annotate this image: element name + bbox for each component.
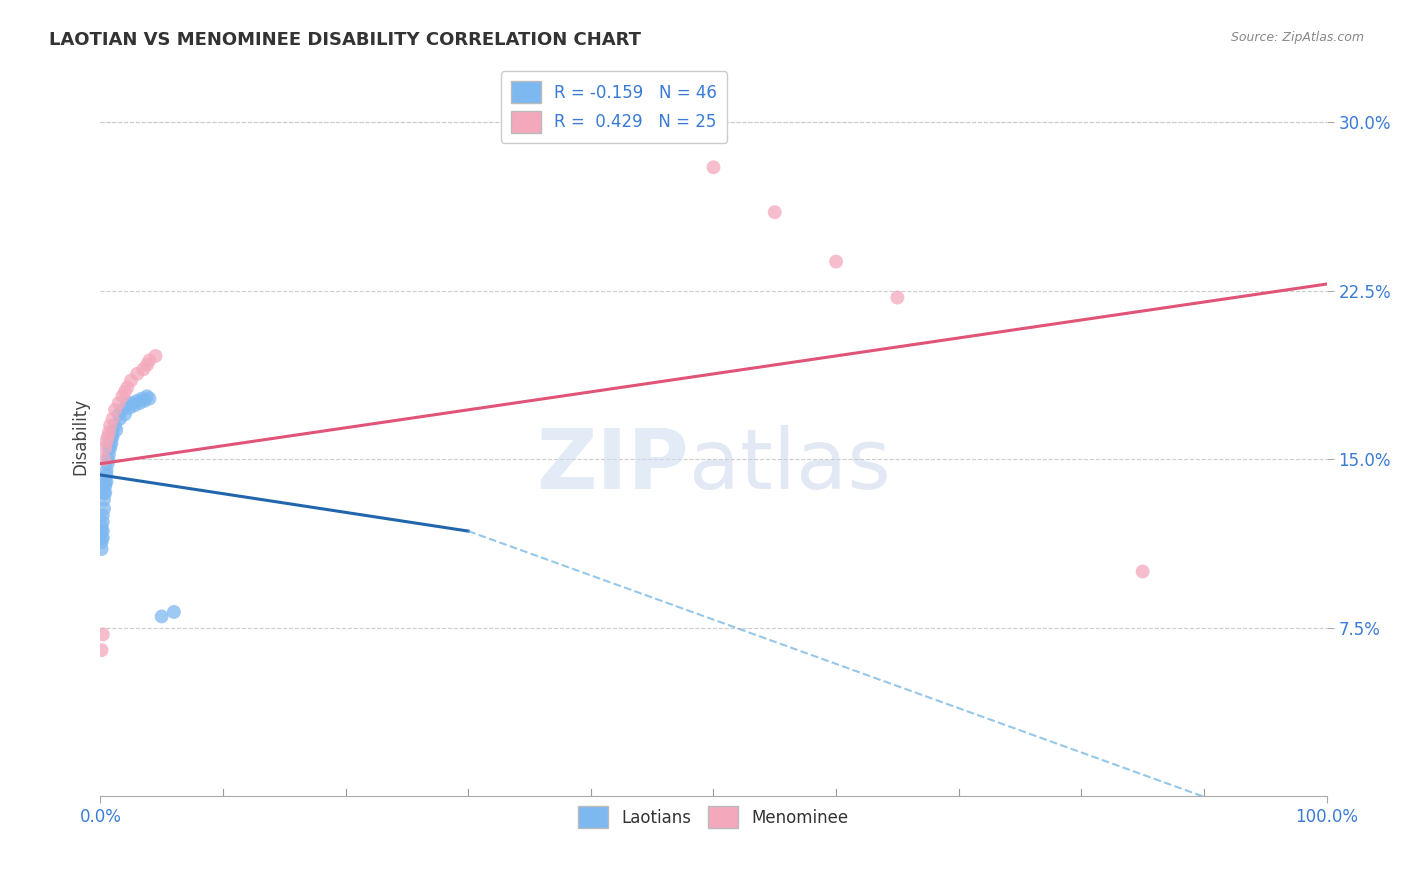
Point <box>94 441 117 455</box>
Point <box>96 475 118 489</box>
Point <box>97 452 120 467</box>
Point <box>136 358 159 372</box>
Point <box>91 508 114 523</box>
Point <box>886 291 908 305</box>
Point <box>101 430 124 444</box>
Point <box>105 423 128 437</box>
Point <box>136 389 159 403</box>
Legend: Laotians, Menominee: Laotians, Menominee <box>572 800 855 835</box>
Point <box>98 441 121 455</box>
Point <box>127 393 149 408</box>
Point <box>90 643 112 657</box>
Point <box>90 535 112 549</box>
Point <box>97 425 120 440</box>
Point <box>97 430 120 444</box>
Y-axis label: Disability: Disability <box>72 398 89 475</box>
Point <box>98 418 121 433</box>
Point <box>90 542 112 557</box>
Point <box>150 609 173 624</box>
Point <box>825 254 848 268</box>
Point <box>104 402 127 417</box>
Point <box>98 434 121 449</box>
Point <box>91 627 114 641</box>
Point <box>101 412 124 426</box>
Point <box>91 524 114 538</box>
Point <box>108 412 131 426</box>
Point <box>145 349 167 363</box>
Point <box>94 486 117 500</box>
Point <box>97 457 120 471</box>
Point <box>90 531 112 545</box>
Point <box>104 418 127 433</box>
Point <box>96 463 118 477</box>
Point <box>1132 565 1154 579</box>
Point <box>111 389 134 403</box>
Point <box>94 475 117 489</box>
Point <box>128 396 150 410</box>
Point <box>93 492 115 507</box>
Point <box>93 486 115 500</box>
Point <box>101 425 124 440</box>
Point <box>107 396 129 410</box>
Point <box>138 353 160 368</box>
Point <box>121 396 143 410</box>
Point <box>90 519 112 533</box>
Point <box>124 398 146 412</box>
Point <box>127 367 149 381</box>
Text: atlas: atlas <box>689 425 890 506</box>
Point <box>114 407 136 421</box>
Point <box>134 393 156 408</box>
Point <box>100 430 122 444</box>
Point <box>163 605 186 619</box>
Point <box>118 401 141 415</box>
Point <box>117 380 139 394</box>
Point <box>93 452 115 467</box>
Point <box>96 467 118 482</box>
Point <box>114 384 136 399</box>
Point <box>117 396 139 410</box>
Point <box>97 441 120 455</box>
Text: Source: ZipAtlas.com: Source: ZipAtlas.com <box>1230 31 1364 45</box>
Text: ZIP: ZIP <box>537 425 689 506</box>
Point <box>100 436 122 450</box>
Text: LAOTIAN VS MENOMINEE DISABILITY CORRELATION CHART: LAOTIAN VS MENOMINEE DISABILITY CORRELAT… <box>49 31 641 49</box>
Point <box>91 531 114 545</box>
Point <box>91 515 114 529</box>
Point <box>132 362 155 376</box>
Point <box>120 374 142 388</box>
Point <box>107 407 129 421</box>
Point <box>131 392 153 406</box>
Point <box>96 434 118 449</box>
Point <box>93 501 115 516</box>
Point <box>138 392 160 406</box>
Point <box>111 402 134 417</box>
Point <box>90 524 112 538</box>
Point <box>94 479 117 493</box>
Point <box>702 161 724 175</box>
Point <box>763 205 786 219</box>
Point <box>97 448 120 462</box>
